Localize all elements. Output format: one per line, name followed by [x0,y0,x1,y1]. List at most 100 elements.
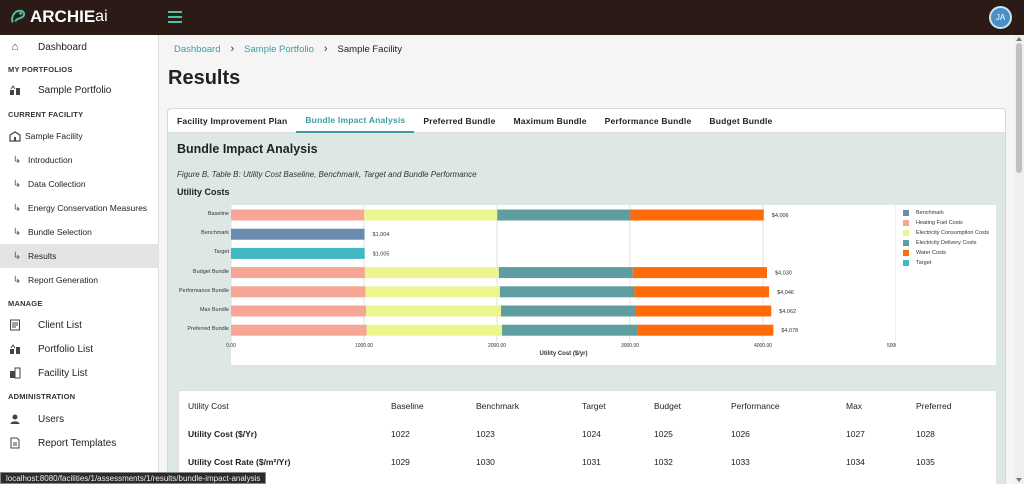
breadcrumb-facility: Sample Facility [337,43,402,55]
sub-arrow-icon: ↳ [12,202,22,214]
x-tick-label: 3000.00 [620,343,640,349]
archie-logo-icon [11,9,26,23]
sidebar-item-users[interactable]: Users [0,407,158,431]
sidebar-item-label: Portfolio List [38,343,94,355]
sidebar-item-introduction[interactable]: ↳ Introduction [0,148,158,172]
breadcrumb-portfolio[interactable]: Sample Portfolio [244,43,314,55]
sidebar-item-sample-facility[interactable]: Sample Facility [0,124,158,148]
scroll-up-icon[interactable] [1016,37,1022,41]
bar-segment [630,209,764,221]
table-cell: 1024 [582,429,601,439]
legend-swatch [903,240,909,246]
breadcrumb-dashboard[interactable]: Dashboard [174,43,221,55]
table-cell: 1034 [846,457,865,467]
table-header-cell: Benchmark [476,401,519,411]
user-icon [8,412,22,426]
sidebar-item-facility-list[interactable]: Facility List [0,361,158,385]
table-row: (%)-1036%1037%1038%1039%1040%1041% [179,477,998,484]
table-header-cell: Performance [731,401,780,411]
table-cell: 1033 [731,457,750,467]
bar-total-label: $1,004 [373,232,390,238]
table-header-cell: Utility Cost [188,401,229,411]
table-cell: 1032 [654,457,673,467]
tab-facility-improvement-plan[interactable]: Facility Improvement Plan [177,116,288,126]
results-card: Facility Improvement Plan Bundle Impact … [167,108,1006,484]
sidebar-item-label: Dashboard [38,41,87,53]
legend-label: Heating Fuel Costs [916,220,963,226]
table-cell: 1025 [654,429,673,439]
portfolio-icon [8,342,22,356]
sidebar-item-report-templates[interactable]: Report Templates [0,431,158,455]
scroll-down-icon[interactable] [1016,478,1022,482]
bar-segment [500,305,636,317]
utility-cost-table: Utility Cost Baseline Benchmark Target Budge… [178,390,997,484]
table-header-cell: Target [582,401,606,411]
sidebar-item-dashboard[interactable]: ⌂ Dashboard [0,35,158,59]
bar-segment [635,305,772,317]
legend-item[interactable]: Electricity Consumption Costs [903,230,989,236]
sub-arrow-icon: ↳ [12,178,22,190]
sidebar-item-data-collection[interactable]: ↳ Data Collection [0,172,158,196]
sidebar-item-label: Results [28,251,57,261]
legend-item[interactable]: Heating Fuel Costs [903,220,963,226]
y-tick-label: Baseline [207,211,229,217]
sidebar-item-label: Report Generation [28,275,98,285]
bundle-impact-panel: Bundle Impact Analysis Figure B, Table B… [168,133,1005,484]
bar-segment [231,209,365,221]
legend-swatch [903,250,909,256]
bar-segment [499,286,635,298]
bar-total-label: $4,078 [781,328,798,334]
sidebar-item-sample-portfolio[interactable]: Sample Portfolio [0,78,158,102]
results-tabs: Facility Improvement Plan Bundle Impact … [168,109,1005,133]
sidebar-item-bundle-selection[interactable]: ↳ Bundle Selection [0,220,158,244]
bar-segment [231,305,366,317]
sidebar-item-portfolio-list[interactable]: Portfolio List [0,337,158,361]
table-header-cell: Baseline [391,401,424,411]
legend-item[interactable]: Electricity Delivery Costs [903,240,977,246]
table-cell: 1028 [916,429,935,439]
legend-item[interactable]: Water Costs [903,250,946,256]
bar-total-label: $4,030 [775,271,792,277]
table-cell: 1035 [916,457,935,467]
legend-label: Electricity Delivery Costs [916,240,977,246]
x-tick-label: 5000.00 [884,343,908,349]
sidebar-item-results[interactable]: ↳ Results [0,244,158,268]
sidebar-item-label: Report Templates [38,437,117,449]
tab-preferred-bundle[interactable]: Preferred Bundle [423,116,496,126]
legend-item[interactable]: Target [903,260,931,266]
table-cell: Utility Cost ($/Yr) [188,429,257,439]
scroll-thumb[interactable] [1016,43,1022,173]
legend-item[interactable]: Benchmark [903,210,944,216]
tab-bundle-impact-analysis[interactable]: Bundle Impact Analysis [296,109,415,133]
menu-toggle-icon[interactable] [168,11,182,23]
user-avatar[interactable]: JA [989,6,1012,29]
sidebar-item-report-generation[interactable]: ↳ Report Generation [0,268,158,292]
section-current-facility: CURRENT FACILITY [8,110,84,119]
sidebar-item-client-list[interactable]: Client List [0,313,158,337]
logo-text: ARCHIE [30,7,96,26]
table-header-cell: Max [846,401,863,411]
sidebar-item-label: Sample Facility [25,131,83,141]
y-tick-label: Preferred Bundle [187,326,229,333]
bar-segment [498,267,633,279]
legend-label: Benchmark [916,210,944,216]
chart-legend: Benchmark Heating Fuel Costs Electricity C… [896,205,996,365]
sidebar-item-ecm[interactable]: ↳ Energy Conservation Measures [0,196,158,220]
home-icon: ⌂ [11,41,19,53]
bar-segment [231,286,366,298]
table-cell: 1029 [391,457,410,467]
app-logo[interactable]: ARCHIE ai [9,6,108,28]
sidebar-item-label: Bundle Selection [28,227,92,237]
x-tick-label: 2000.00 [487,343,507,349]
tab-budget-bundle[interactable]: Budget Bundle [709,116,773,126]
panel-title: Bundle Impact Analysis [177,142,318,156]
sub-arrow-icon: ↳ [12,250,22,262]
tab-performance-bundle[interactable]: Performance Bundle [604,116,692,126]
sub-arrow-icon: ↳ [12,154,22,166]
sidebar: ⌂ Dashboard MY PORTFOLIOS Sample Portfol… [0,35,159,484]
page-scrollbar[interactable] [1014,35,1024,484]
legend-swatch [903,260,909,266]
tab-maximum-bundle[interactable]: Maximum Bundle [513,116,587,126]
building-icon [8,366,22,380]
sidebar-item-label: Client List [38,319,82,331]
